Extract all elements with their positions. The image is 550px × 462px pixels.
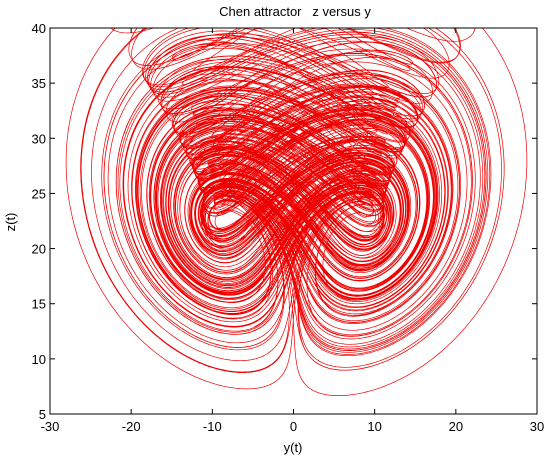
y-tick-label: 30 [32,131,46,146]
x-tick-label: 30 [530,419,544,434]
y-tick-label: 5 [39,407,46,422]
chart-title: Chen attractor z versus y [219,4,371,19]
x-tick-label: -20 [122,419,141,434]
x-tick-label: 0 [290,419,297,434]
x-tick-label: 10 [367,419,381,434]
y-tick-label: 35 [32,76,46,91]
series-layer [65,28,528,396]
y-tick-label: 40 [32,21,46,36]
y-ticks: 5 10 15 20 25 30 35 40 [32,21,537,422]
y-tick-label: 25 [32,186,46,201]
x-ticks: -30 -20 -10 0 10 20 30 [41,28,544,434]
y-tick-label: 15 [32,297,46,312]
y-tick-label: 10 [32,352,46,367]
series-line [65,28,528,396]
x-tick-label: -30 [41,419,60,434]
y-tick-label: 20 [32,242,46,257]
y-axis-label: z(t) [3,213,18,232]
x-axis-label: y(t) [284,440,303,455]
x-tick-label: 20 [449,419,463,434]
x-tick-label: -10 [203,419,222,434]
